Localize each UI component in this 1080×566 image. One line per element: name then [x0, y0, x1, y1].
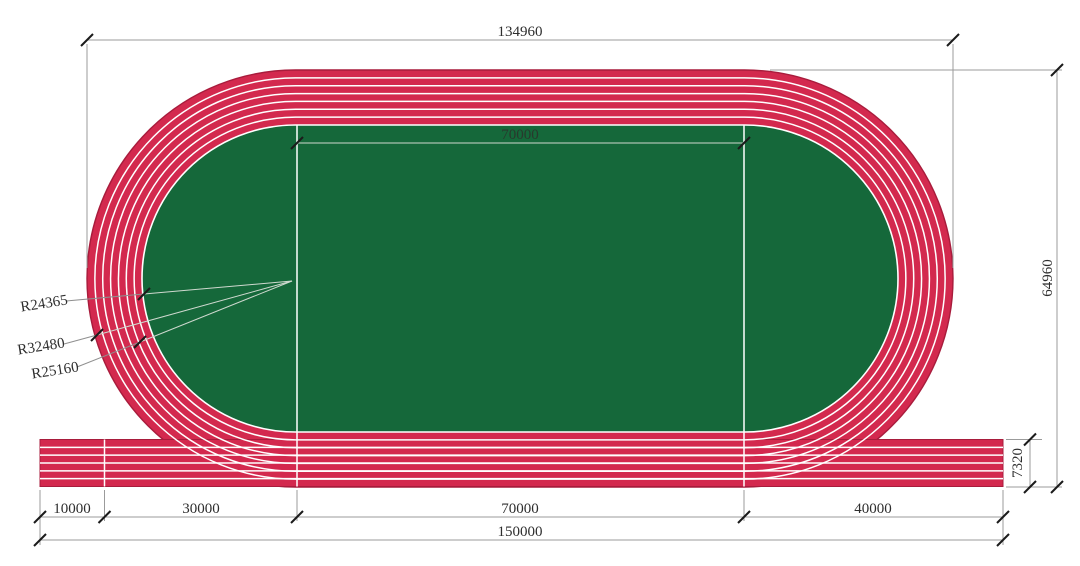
lane-line [94, 77, 946, 480]
radius-leaders [63, 280, 293, 368]
leader-line [96, 280, 293, 336]
infield [141, 124, 899, 433]
radius-labels: R24365 R32480 R25160 [16, 292, 79, 382]
leader-line [139, 280, 293, 343]
dim-label-total-width: 150000 [498, 524, 543, 540]
dim-label-seg-2: 30000 [182, 501, 220, 517]
radius-label-lane: R25160 [30, 359, 79, 382]
radius-label-inner: R24365 [19, 292, 68, 315]
dim-label-top-width: 134960 [498, 24, 543, 40]
dim-label-seg-1: 10000 [53, 501, 91, 517]
lane-line [101, 84, 939, 473]
dim-label-straight-height: 7320 [1010, 448, 1026, 478]
lane-line [117, 100, 923, 457]
dim-label-infield-width: 70000 [501, 127, 539, 143]
dim-infield-width: 70000 [290, 127, 751, 150]
lane-lines [40, 77, 1003, 487]
leader-line [76, 341, 141, 368]
dimension-labels: 134960 64960 7320 10000 30000 70000 4000… [53, 24, 1056, 540]
lane-line [109, 92, 931, 465]
leader-line [63, 334, 98, 345]
leader-line [143, 280, 293, 295]
leader-line [65, 293, 145, 302]
dim-label-right-height: 64960 [1040, 259, 1056, 297]
radius-label-outer: R32480 [16, 335, 65, 358]
dimension-lines [39, 39, 1062, 545]
dim-label-seg-3: 70000 [501, 501, 539, 517]
dim-label-seg-4: 40000 [854, 501, 892, 517]
lane-line [125, 108, 915, 449]
lane-line [133, 116, 907, 441]
